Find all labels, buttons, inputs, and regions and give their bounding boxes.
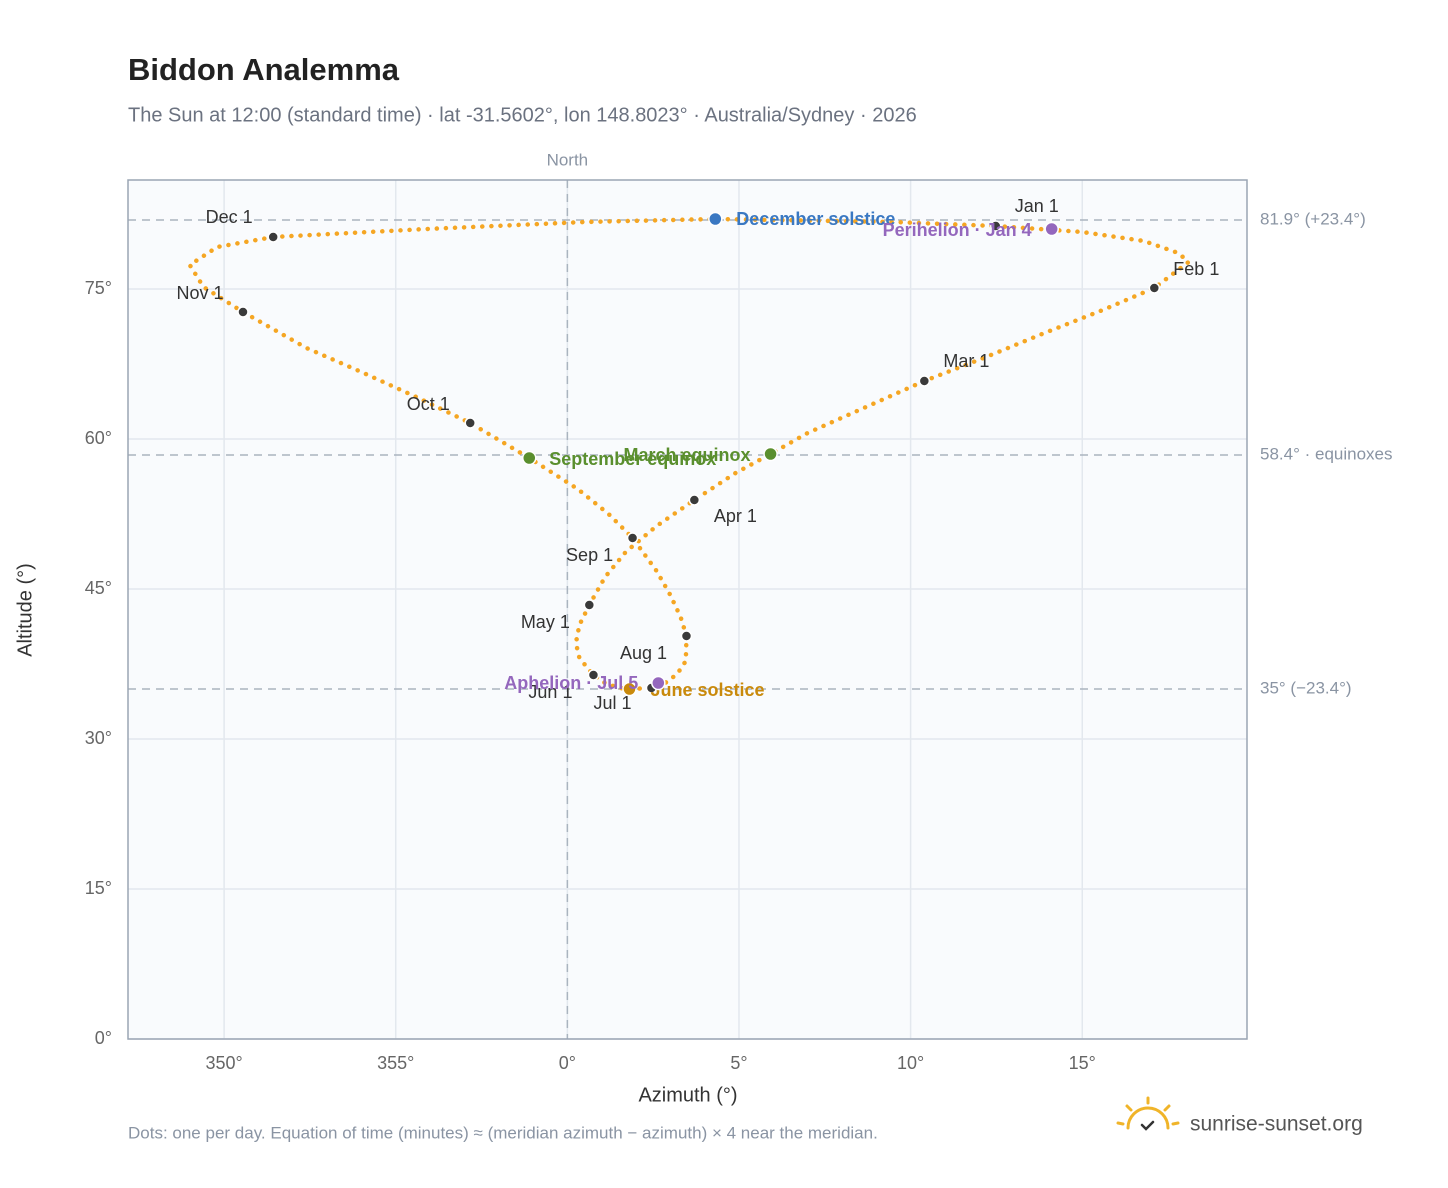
month-marker xyxy=(587,669,600,681)
x-tick-label: 15° xyxy=(1069,1053,1096,1073)
event-marker xyxy=(1044,221,1059,237)
chart-subtitle: The Sun at 12:00 (standard time) · lat -… xyxy=(128,104,917,126)
y-tick-label: 60° xyxy=(85,428,112,448)
x-tick-label: 350° xyxy=(205,1053,242,1073)
y-tick-label: 75° xyxy=(85,278,112,298)
y-tick-label: 45° xyxy=(85,578,112,598)
month-label: Jan 1 xyxy=(1015,196,1059,216)
event-marker xyxy=(651,675,666,691)
month-marker xyxy=(464,417,476,429)
month-label: May 1 xyxy=(521,612,570,632)
month-marker xyxy=(688,494,701,506)
month-label: Mar 1 xyxy=(943,351,989,371)
month-marker xyxy=(1148,282,1161,294)
plot-frame xyxy=(127,179,1248,1040)
footnote: Dots: one per day. Equation of time (min… xyxy=(128,1123,878,1142)
analemma-path xyxy=(186,216,1193,692)
event-marker xyxy=(763,446,778,462)
month-marker xyxy=(989,220,1002,232)
x-tick-label: 355° xyxy=(377,1053,414,1073)
month-label: Apr 1 xyxy=(714,506,757,526)
chart-title: Biddon Analemma xyxy=(128,52,400,87)
x-tick-label: 0° xyxy=(559,1053,576,1073)
y-tick-label: 0° xyxy=(95,1028,112,1048)
x-tick-label: 5° xyxy=(730,1053,747,1073)
plot-layer: Jan 1 Feb 1 Mar 1 Apr 1 May 1 Jun 1 Jul 1 Aug 1… xyxy=(128,180,1247,1040)
month-marker xyxy=(680,630,693,642)
brand-name: sunrise-sunset.org xyxy=(1190,1113,1363,1136)
month-label: Feb 1 xyxy=(1173,259,1219,279)
event-label: June solstice xyxy=(650,680,764,700)
month-label: Sep 1 xyxy=(566,545,613,565)
month-label: Oct 1 xyxy=(407,394,450,414)
x-tick-label: 10° xyxy=(897,1053,924,1073)
y-axis-label: Altitude (°) xyxy=(14,563,36,657)
event-marker xyxy=(708,211,723,227)
month-label: Dec 1 xyxy=(206,207,253,227)
event-marker xyxy=(522,450,537,466)
reference-label: 58.4° · equinoxes xyxy=(1260,444,1393,463)
month-marker xyxy=(583,599,596,611)
y-tick-label: 30° xyxy=(85,728,112,748)
north-label: North xyxy=(547,150,589,169)
x-axis-label: Azimuth (°) xyxy=(638,1084,737,1106)
month-marker xyxy=(918,375,931,387)
month-label: Jul 1 xyxy=(593,693,631,713)
plot-area xyxy=(128,180,1247,1039)
month-label: Aug 1 xyxy=(620,643,667,663)
event-label: September equinox xyxy=(549,449,716,469)
event-label: Perihelion · Jan 4 xyxy=(883,220,1032,240)
event-label: December solstice xyxy=(736,209,895,229)
y-tick-label: 15° xyxy=(85,878,112,898)
event-label: Aphelion · Jul 5 xyxy=(504,673,638,693)
month-marker xyxy=(267,231,279,243)
event-marker xyxy=(622,681,637,697)
event-label: March equinox xyxy=(624,445,751,465)
month-marker xyxy=(626,532,639,544)
reference-label: 81.9° (+23.4°) xyxy=(1260,209,1366,228)
month-label: Jun 1 xyxy=(528,682,572,702)
brand-logo xyxy=(1116,1096,1180,1131)
month-marker xyxy=(237,306,249,318)
month-label: Nov 1 xyxy=(176,283,223,303)
reference-label: 35° (−23.4°) xyxy=(1260,678,1352,697)
